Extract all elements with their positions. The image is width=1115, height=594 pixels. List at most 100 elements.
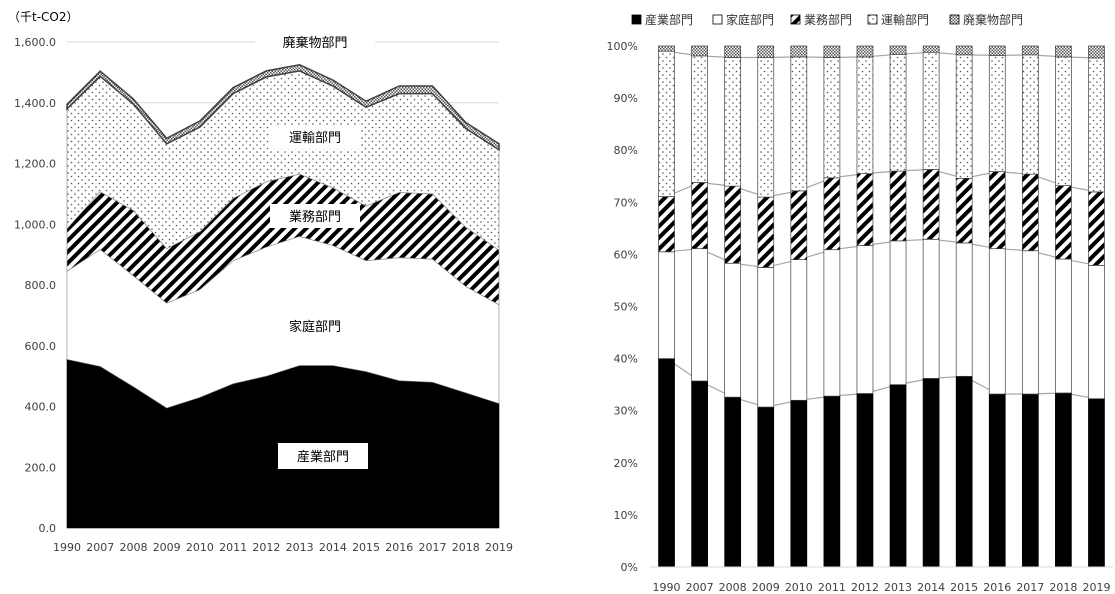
y-tick-label: 600.0 bbox=[25, 340, 57, 353]
bar-business bbox=[856, 173, 874, 246]
x-tick-label: 2017 bbox=[1016, 581, 1044, 594]
y-tick-label: 20% bbox=[614, 457, 638, 470]
bar-transport bbox=[856, 56, 874, 174]
bar-household bbox=[889, 240, 907, 386]
area-waste bbox=[66, 64, 500, 152]
bar-waste bbox=[1021, 45, 1039, 56]
bar-household bbox=[1021, 250, 1039, 395]
y-tick-label: 1,600.0 bbox=[14, 36, 56, 49]
bar-business bbox=[889, 170, 907, 242]
bar-waste bbox=[724, 45, 742, 58]
bar-business bbox=[922, 169, 940, 240]
x-tick-label: 2017 bbox=[419, 541, 447, 554]
x-tick-label: 2018 bbox=[1049, 581, 1077, 594]
bar-transport bbox=[1088, 57, 1105, 193]
x-tick-label: 2015 bbox=[352, 541, 380, 554]
bar-waste bbox=[658, 45, 675, 52]
bar-business bbox=[955, 177, 973, 244]
y-tick-label: 60% bbox=[614, 248, 638, 261]
bar-business bbox=[757, 196, 775, 268]
bar-waste bbox=[856, 45, 874, 58]
x-tick-label: 2009 bbox=[752, 581, 780, 594]
x-tick-label: 2015 bbox=[950, 581, 978, 594]
y-tick-label: 800.0 bbox=[25, 279, 57, 292]
y-tick-label: 0.0 bbox=[39, 522, 57, 535]
bar-household bbox=[988, 248, 1006, 395]
bar-household bbox=[856, 245, 874, 394]
x-tick-label: 2018 bbox=[452, 541, 480, 554]
x-tick-label: 2019 bbox=[485, 541, 513, 554]
bar-transport bbox=[691, 55, 708, 183]
legend-swatch bbox=[631, 14, 642, 25]
annotation-box bbox=[270, 204, 360, 228]
bar-transport bbox=[724, 57, 742, 187]
y-tick-label: 400.0 bbox=[25, 401, 57, 414]
bar-household bbox=[1088, 264, 1105, 400]
bar-business bbox=[988, 171, 1006, 250]
bar-waste bbox=[922, 45, 940, 53]
bar-industry bbox=[658, 358, 675, 568]
right-percent-bar-chart: 0% 10% 20% 30% 40% 50% 60% 70% 80% 90% 100% 1990 200… bbox=[607, 12, 1113, 594]
legend-swatch bbox=[867, 14, 878, 25]
bar-transport bbox=[823, 57, 841, 179]
bar-business bbox=[691, 182, 708, 250]
left-stacked-area-chart: （千t-CO2） 0.0 200.0 400.0 600.0 800.0 1,000.0 1,… bbox=[8, 10, 513, 554]
bar-industry bbox=[823, 395, 841, 568]
legend-label: 産業部門 bbox=[645, 12, 693, 27]
bar-industry bbox=[856, 393, 874, 568]
annotation-label: 産業部門 bbox=[297, 449, 349, 465]
x-tick-label: 2014 bbox=[917, 581, 945, 594]
x-tick-label: 2016 bbox=[983, 581, 1011, 594]
bar-household bbox=[658, 251, 675, 359]
bar-waste bbox=[1055, 45, 1072, 58]
bar-household bbox=[1055, 258, 1072, 394]
y-unit-label: （千t-CO2） bbox=[8, 10, 79, 24]
x-tick-label: 2007 bbox=[86, 541, 114, 554]
bar-transport bbox=[922, 51, 940, 170]
bar-industry bbox=[955, 375, 973, 568]
bar-business bbox=[1021, 173, 1039, 252]
legend-swatch bbox=[949, 14, 960, 25]
x-tick-label: 2012 bbox=[851, 581, 879, 594]
bar-business bbox=[724, 185, 742, 264]
bar-transport bbox=[955, 54, 973, 179]
y-tick-label: 0% bbox=[621, 561, 638, 574]
bar-business bbox=[1088, 191, 1105, 266]
x-tick-label: 2010 bbox=[186, 541, 214, 554]
y-tick-label: 10% bbox=[614, 509, 638, 522]
annotation-box bbox=[255, 30, 375, 54]
y-tick-label: 90% bbox=[614, 92, 638, 105]
y-tick-label: 70% bbox=[614, 196, 638, 209]
y-tick-label: 30% bbox=[614, 405, 638, 418]
legend-label: 業務部門 bbox=[804, 12, 852, 27]
bar-business bbox=[658, 196, 675, 253]
bar-transport bbox=[1021, 54, 1039, 175]
x-tick-label: 2013 bbox=[884, 581, 912, 594]
bar-household bbox=[724, 262, 742, 398]
x-tick-label: 2014 bbox=[319, 541, 347, 554]
x-tick-label: 2016 bbox=[385, 541, 413, 554]
bar-household bbox=[790, 259, 808, 401]
bar-household bbox=[922, 238, 940, 379]
bar-business bbox=[1055, 185, 1072, 260]
legend-label: 廃棄物部門 bbox=[963, 12, 1023, 27]
y-tick-label: 40% bbox=[614, 353, 638, 366]
annotation-box bbox=[270, 125, 360, 149]
legend-label: 運輸部門 bbox=[881, 12, 929, 27]
bar-transport bbox=[658, 50, 675, 197]
annotation-label: 運輸部門 bbox=[289, 131, 341, 146]
bar-household bbox=[757, 267, 775, 408]
x-tick-label: 2008 bbox=[719, 581, 747, 594]
bar-transport bbox=[790, 56, 808, 192]
bar-waste bbox=[955, 45, 973, 56]
legend-swatch bbox=[712, 14, 723, 25]
y-tick-label: 80% bbox=[614, 144, 638, 157]
bar-waste bbox=[889, 45, 907, 55]
y-tick-label: 100% bbox=[607, 40, 638, 53]
bar-waste bbox=[823, 45, 841, 58]
bar-transport bbox=[1055, 56, 1072, 186]
x-tick-label: 2019 bbox=[1082, 581, 1110, 594]
x-tick-label: 2011 bbox=[219, 541, 247, 554]
bar-industry bbox=[1021, 393, 1039, 568]
